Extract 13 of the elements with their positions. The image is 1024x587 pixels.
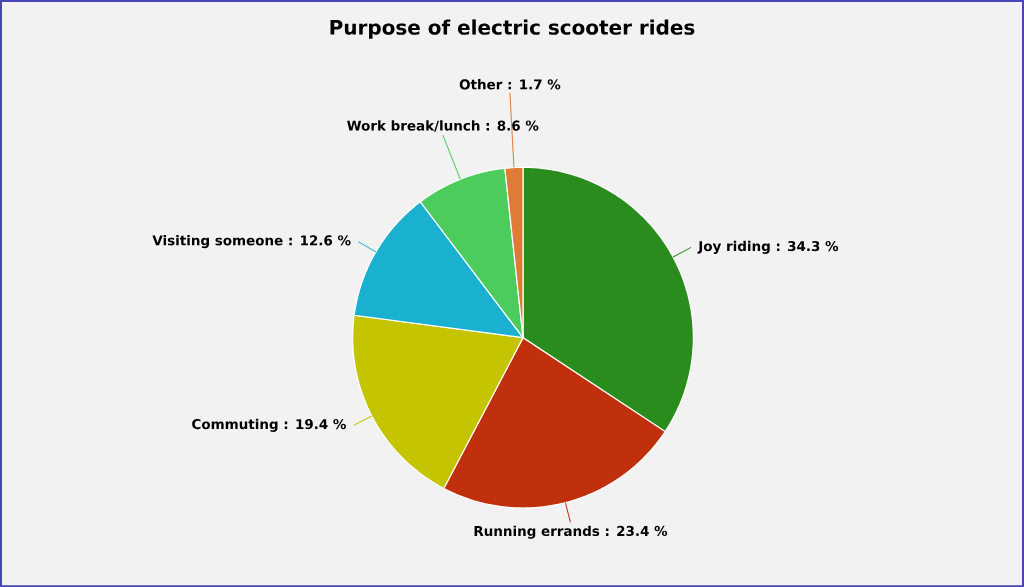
slice-label: Running errands xyxy=(474,525,600,539)
data-label: : 8.6 % xyxy=(486,120,539,131)
slice-label: Commuting xyxy=(192,418,278,432)
data-label: : 12.6 % xyxy=(289,235,351,246)
slice-label: Joy riding xyxy=(697,240,770,254)
data-label: : 23.4 % xyxy=(606,525,668,536)
data-label: : 19.4 % xyxy=(284,418,346,430)
slice-label: Visiting someone xyxy=(152,234,283,249)
slice-label: Work break/lunch xyxy=(347,120,480,132)
data-label: : 1.7 % xyxy=(508,79,561,90)
chart-title: Purpose of electric scooter rides xyxy=(330,19,695,39)
slice-label: Other xyxy=(459,79,503,90)
data-label: : 34.3 % xyxy=(776,240,839,252)
